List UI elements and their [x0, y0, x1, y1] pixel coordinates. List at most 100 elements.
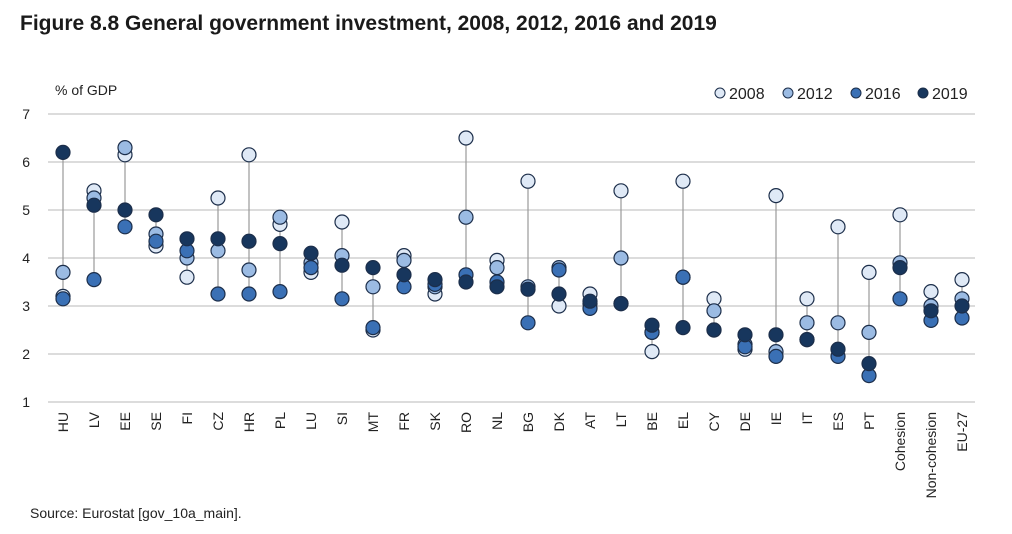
legend-marker-2012: [782, 87, 794, 99]
y-tick-label: 2: [22, 346, 30, 362]
y-axis-ticks: 1 2 3 4 5 6 7: [22, 106, 30, 410]
legend-label-2012: 2012: [797, 86, 833, 103]
point-2008: [613, 183, 629, 199]
x-tick-label: IT: [799, 412, 815, 425]
y-tick-label: 7: [22, 106, 30, 122]
point-2012: [241, 262, 257, 278]
x-tick-label: HU: [55, 412, 71, 432]
point-2008: [458, 130, 474, 146]
point-2012: [365, 279, 381, 295]
point-2019: [458, 274, 474, 290]
y-tick-label: 5: [22, 202, 30, 218]
point-2008: [241, 147, 257, 163]
point-2016: [768, 348, 784, 364]
point-2008: [644, 344, 660, 360]
point-2016: [892, 291, 908, 307]
point-2019: [179, 231, 195, 247]
point-2019: [365, 260, 381, 276]
point-2016: [117, 219, 133, 235]
point-2016: [303, 260, 319, 276]
point-2016: [86, 272, 102, 288]
x-tick-label: SK: [427, 411, 443, 430]
point-2008: [830, 219, 846, 235]
point-2008: [768, 188, 784, 204]
point-2019: [396, 267, 412, 283]
point-2016: [272, 284, 288, 300]
point-2019: [830, 341, 846, 357]
point-2019: [427, 272, 443, 288]
point-2012: [396, 252, 412, 268]
source-note: Source: Eurostat [gov_10a_main].: [30, 505, 242, 521]
x-tick-label: EE: [117, 412, 133, 431]
x-tick-label: EL: [675, 412, 691, 429]
legend-label-2019: 2019: [932, 86, 968, 103]
x-tick-label: FR: [396, 412, 412, 431]
grid-lines: [48, 113, 975, 403]
point-2019: [861, 356, 877, 372]
point-2012: [55, 264, 71, 280]
point-2019: [892, 260, 908, 276]
x-tick-label: CY: [706, 411, 722, 431]
x-axis-ticks: HU LV EE SE FI CZ HR PL LU SI MT FR SK RO NL BG DK AT LT BE…: [55, 411, 970, 498]
point-2012: [830, 315, 846, 331]
point-2019: [644, 317, 660, 333]
y-tick-label: 1: [22, 394, 30, 410]
point-2008: [892, 207, 908, 223]
x-tick-label: DE: [737, 412, 753, 431]
legend-marker-2008: [714, 87, 726, 99]
point-2008: [520, 173, 536, 189]
x-tick-label: FI: [179, 412, 195, 424]
x-tick-label: LV: [86, 411, 102, 428]
point-2016: [241, 286, 257, 302]
point-2012: [489, 260, 505, 276]
x-tick-label: Non-cohesion: [923, 412, 939, 498]
point-2016: [55, 291, 71, 307]
point-2019: [768, 327, 784, 343]
x-tick-label: EU-27: [954, 412, 970, 452]
x-tick-label: CZ: [210, 412, 226, 431]
point-2008: [923, 284, 939, 300]
x-tick-label: ES: [830, 412, 846, 431]
point-2019: [582, 293, 598, 309]
x-tick-label: PL: [272, 412, 288, 429]
point-2012: [117, 140, 133, 156]
x-tick-label: LT: [613, 412, 629, 428]
x-tick-label: NL: [489, 412, 505, 430]
x-tick-label: PT: [861, 412, 877, 430]
point-2019: [520, 281, 536, 297]
legend-label-2008: 2008: [729, 86, 765, 103]
point-2008: [179, 269, 195, 285]
point-2016: [365, 320, 381, 336]
point-2019: [55, 144, 71, 160]
point-2016: [334, 291, 350, 307]
legend: 2008 2012 2016 2019: [714, 86, 968, 103]
point-2019: [923, 303, 939, 319]
point-2019: [706, 322, 722, 338]
point-2019: [799, 332, 815, 348]
x-tick-label: Cohesion: [892, 412, 908, 471]
point-2012: [458, 209, 474, 225]
chart-title: Figure 8.8 General government investment…: [20, 12, 717, 35]
point-2019: [148, 207, 164, 223]
x-tick-label: SE: [148, 412, 164, 431]
x-tick-label: BE: [644, 412, 660, 431]
point-2008: [675, 173, 691, 189]
x-tick-label: SI: [334, 412, 350, 425]
point-2019: [86, 197, 102, 213]
point-2019: [272, 236, 288, 252]
point-2016: [520, 315, 536, 331]
x-tick-label: LU: [303, 412, 319, 430]
point-2016: [148, 233, 164, 249]
point-2008: [334, 214, 350, 230]
legend-marker-2019: [917, 87, 929, 99]
point-2019: [210, 231, 226, 247]
point-2012: [272, 209, 288, 225]
y-axis-label: % of GDP: [55, 82, 117, 98]
x-tick-label: HR: [241, 412, 257, 432]
point-2019: [954, 298, 970, 314]
point-2016: [551, 262, 567, 278]
point-2008: [799, 291, 815, 307]
x-tick-label: BG: [520, 412, 536, 432]
point-2019: [241, 233, 257, 249]
